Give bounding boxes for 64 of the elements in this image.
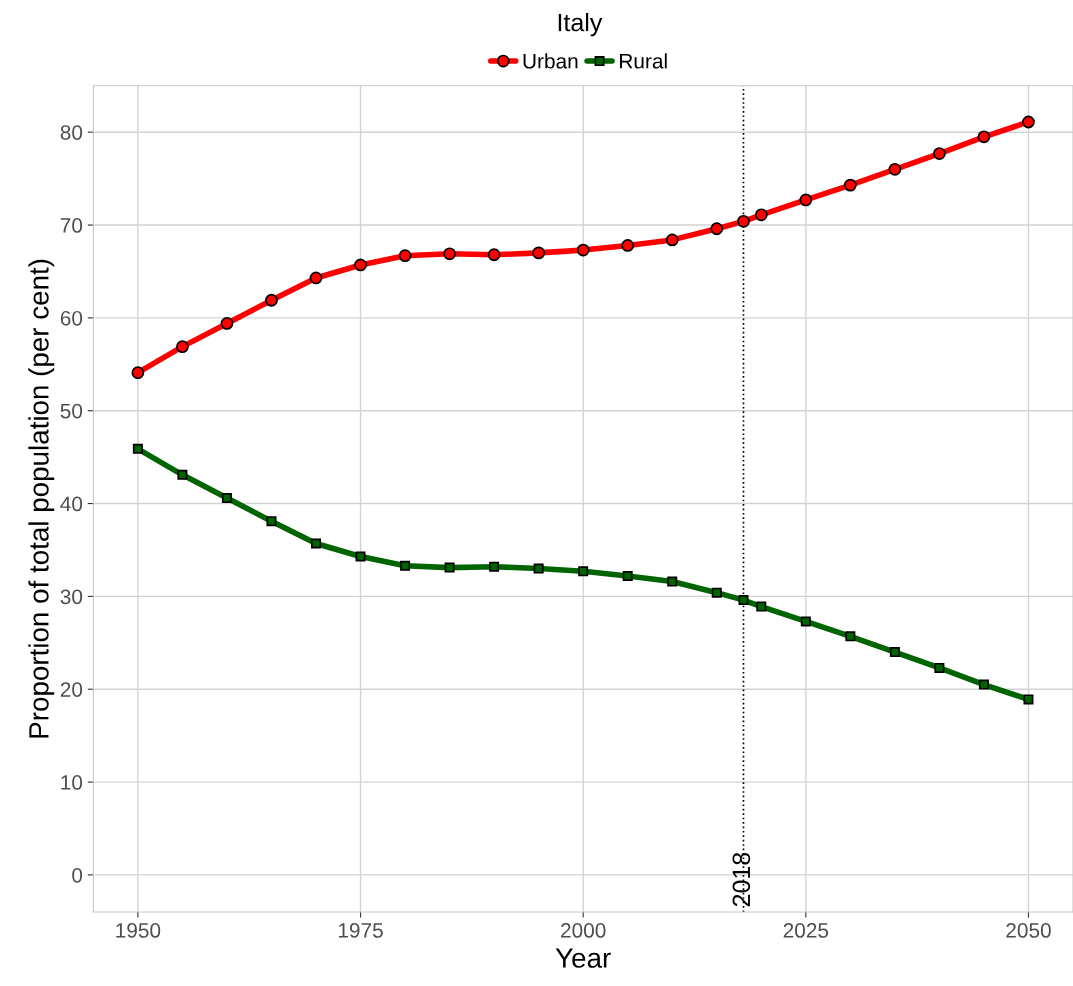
x-tick-label: 2025	[783, 923, 829, 938]
point	[977, 130, 991, 144]
point	[487, 248, 501, 262]
y-axis-title: Proportion of total population (per cent)	[28, 259, 55, 738]
point	[888, 162, 902, 176]
x-axis-title: Year	[555, 948, 611, 968]
point	[489, 561, 500, 572]
point	[400, 560, 411, 571]
y-tick-label: 30	[60, 589, 83, 605]
ref-line-label: 2018	[732, 852, 751, 907]
point	[843, 178, 857, 192]
point	[711, 587, 722, 598]
point	[710, 222, 724, 236]
point	[355, 551, 366, 562]
point	[933, 147, 946, 160]
point	[622, 570, 633, 581]
x-tick-label: 1975	[338, 923, 383, 938]
y-tick-label: 70	[60, 218, 83, 233]
x-tick-label: 1950	[116, 923, 161, 938]
point	[665, 233, 679, 247]
point	[754, 208, 768, 222]
point	[978, 679, 989, 690]
point	[309, 271, 323, 285]
x-tick-label: 2050	[1006, 923, 1051, 938]
y-tick-label: 80	[60, 125, 83, 140]
point	[667, 576, 678, 587]
point	[310, 538, 322, 549]
point	[621, 239, 635, 252]
y-tick-label: 60	[60, 310, 83, 326]
point	[889, 647, 900, 658]
legend-label: Rural	[620, 53, 667, 69]
point	[221, 492, 232, 503]
point	[132, 443, 143, 454]
y-tick-label: 50	[60, 403, 83, 419]
point	[443, 247, 456, 261]
point	[176, 340, 189, 354]
point	[354, 258, 367, 272]
y-tick-label: 10	[61, 775, 83, 790]
y-tick-label: 0	[72, 867, 83, 883]
point	[578, 566, 589, 577]
point	[1023, 694, 1034, 705]
point	[934, 662, 945, 673]
point	[177, 469, 188, 480]
point	[266, 516, 277, 527]
point	[265, 293, 278, 307]
point	[738, 595, 749, 606]
point	[532, 246, 546, 260]
point	[737, 214, 750, 228]
point	[845, 631, 856, 642]
x-tick-label: 2000	[561, 923, 606, 938]
point	[131, 366, 145, 380]
point	[756, 601, 767, 612]
point	[799, 193, 813, 207]
point	[220, 317, 234, 330]
legend-label: Urban	[523, 53, 578, 69]
point	[398, 249, 412, 263]
y-tick-label: 20	[60, 682, 83, 697]
point	[576, 243, 590, 257]
point	[533, 563, 544, 574]
point	[1022, 115, 1035, 129]
point	[444, 562, 455, 573]
point	[800, 616, 811, 627]
chart-title: Italy	[558, 13, 603, 37]
y-tick-label: 40	[60, 496, 83, 512]
